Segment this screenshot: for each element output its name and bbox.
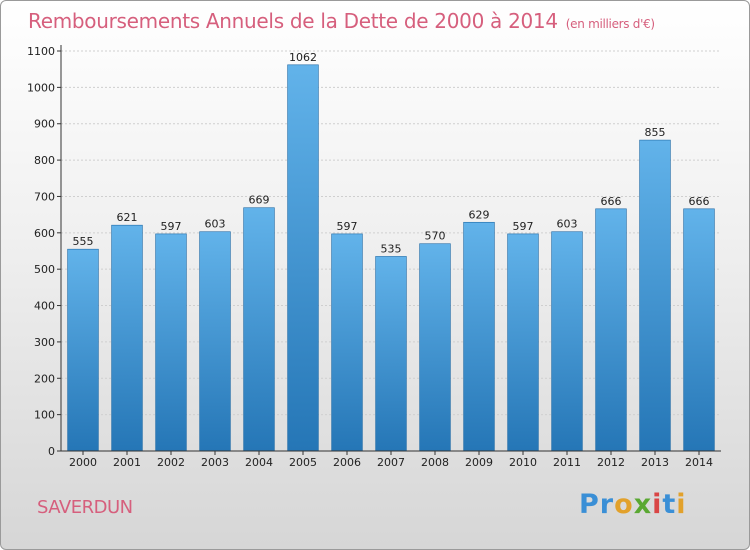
bar: [155, 233, 187, 452]
bar-value-label: 669: [249, 194, 270, 207]
x-tick-label: 2007: [377, 456, 405, 469]
x-tick-label: 2013: [641, 456, 669, 469]
y-tick-label: 1000: [27, 81, 55, 94]
x-tick-label: 2009: [465, 456, 493, 469]
y-tick-label: 200: [34, 372, 55, 385]
y-tick-label: 1100: [27, 45, 55, 58]
y-tick-label: 500: [34, 263, 55, 276]
bar: [595, 208, 627, 452]
chart-title-text: Remboursements Annuels de la Dette de 20…: [28, 9, 558, 33]
bar: [419, 243, 451, 452]
bar: [67, 248, 99, 452]
chart-unit: (en milliers d'€): [565, 17, 655, 31]
x-tick-label: 2006: [333, 456, 361, 469]
bar: [243, 207, 275, 452]
bar-value-label: 570: [425, 230, 446, 243]
bar-value-label: 666: [601, 195, 622, 208]
bar: [375, 256, 407, 452]
bar: [199, 231, 231, 452]
x-tick-label: 2011: [553, 456, 581, 469]
y-tick-label: 800: [34, 154, 55, 167]
proxiti-logo: Proxiti: [579, 489, 687, 520]
logo-letter: i: [652, 489, 663, 520]
bar-value-label: 621: [117, 211, 138, 224]
x-tick-label: 2008: [421, 456, 449, 469]
chart-title: Remboursements Annuels de la Dette de 20…: [28, 9, 655, 33]
y-tick-label: 0: [48, 445, 55, 458]
logo-letter: x: [633, 489, 653, 520]
bar-value-label: 597: [161, 220, 182, 233]
commune-name: SAVERDUN: [37, 497, 133, 518]
bar-value-label: 597: [337, 220, 358, 233]
logo-letter: i: [676, 489, 687, 520]
x-tick-label: 2014: [685, 456, 713, 469]
x-tick-label: 2003: [201, 456, 229, 469]
y-tick-label: 300: [34, 336, 55, 349]
x-tick-label: 2005: [289, 456, 317, 469]
bar: [639, 139, 671, 452]
bar: [287, 64, 319, 452]
bar: [463, 221, 495, 452]
x-tick-label: 2012: [597, 456, 625, 469]
bar: [111, 224, 143, 452]
x-tick-label: 2000: [69, 456, 97, 469]
bar-value-label: 855: [645, 126, 666, 139]
bar-value-label: 1062: [289, 51, 317, 64]
bar-value-label: 555: [73, 235, 94, 248]
logo-letter: t: [662, 489, 677, 520]
x-tick-label: 2002: [157, 456, 185, 469]
bar: [551, 231, 583, 452]
bar-value-label: 603: [557, 218, 578, 231]
bar-value-label: 666: [689, 195, 710, 208]
y-tick-label: 700: [34, 190, 55, 203]
y-tick-label: 400: [34, 300, 55, 313]
bar: [331, 233, 363, 452]
logo-letter: r: [599, 489, 615, 520]
x-tick-label: 2004: [245, 456, 273, 469]
x-tick-label: 2010: [509, 456, 537, 469]
y-tick-label: 900: [34, 118, 55, 131]
logo-letter: P: [579, 489, 600, 520]
bar: [683, 208, 715, 452]
bar-value-label: 535: [381, 242, 402, 255]
bar-value-label: 603: [205, 218, 226, 231]
y-tick-label: 600: [34, 227, 55, 240]
logo-letter: o: [614, 489, 634, 520]
x-tick-label: 2001: [113, 456, 141, 469]
bar-value-label: 597: [513, 220, 534, 233]
bar: [507, 233, 539, 452]
bar-value-label: 629: [469, 208, 490, 221]
y-tick-label: 100: [34, 409, 55, 422]
